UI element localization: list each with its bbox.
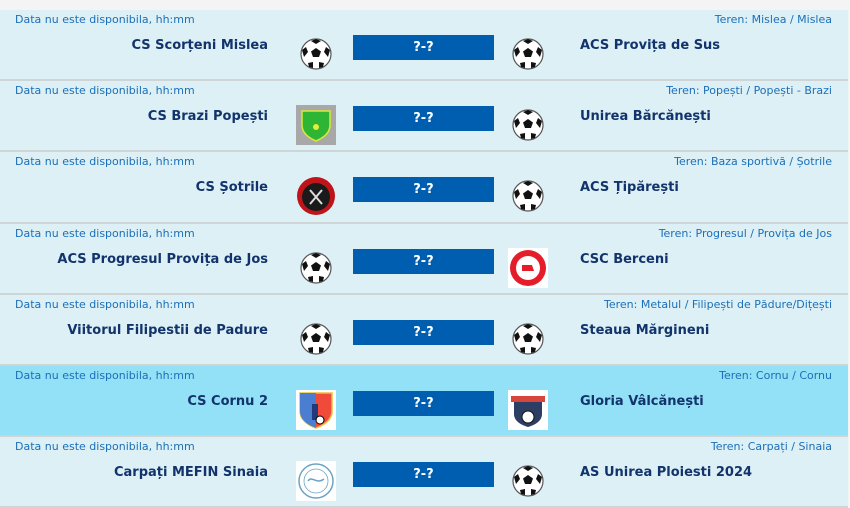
match-row[interactable]: Data nu este disponibila, hh:mm Teren: P…	[0, 81, 848, 153]
home-club-logo	[296, 105, 336, 146]
match-date: Data nu este disponibila, hh:mm	[15, 297, 195, 311]
score-button[interactable]: ?-?	[353, 35, 494, 60]
away-team[interactable]: CSC Berceni	[580, 251, 669, 267]
home-club-logo	[296, 176, 336, 216]
match-venue: Teren: Cornu / Cornu	[719, 368, 832, 382]
match-row[interactable]: Data nu este disponibila, hh:mm Teren: M…	[0, 294, 848, 366]
score-button[interactable]: ?-?	[353, 248, 494, 274]
away-ball-icon	[508, 34, 548, 74]
away-ball-icon	[508, 319, 548, 359]
match-venue: Teren: Mislea / Mislea	[714, 13, 832, 26]
away-ball-icon	[508, 176, 548, 216]
match-row[interactable]: Data nu este disponibila, hh:mm Teren: M…	[0, 10, 848, 82]
home-team[interactable]: CS Brazi Popești	[147, 109, 268, 125]
home-ball-icon	[296, 34, 336, 74]
match-row[interactable]: Data nu este disponibila, hh:mm Teren: C…	[0, 365, 848, 438]
score-button[interactable]: ?-?	[353, 390, 494, 416]
match-date: Data nu este disponibila, hh:mm	[15, 368, 195, 382]
score-button[interactable]: ?-?	[353, 177, 494, 203]
home-team[interactable]: Viitorul Filipestii de Padure	[67, 322, 268, 338]
match-date: Data nu este disponibila, hh:mm	[15, 155, 195, 169]
match-row[interactable]: Data nu este disponibila, hh:mm Teren: B…	[0, 152, 848, 224]
away-team[interactable]: ACS Țipărești	[580, 180, 679, 196]
match-date: Data nu este disponibila, hh:mm	[15, 440, 195, 454]
away-team[interactable]: Steaua Mărgineni	[580, 322, 710, 338]
match-venue: Teren: Metalul / Filipești de Pădure/Diț…	[603, 297, 832, 311]
home-club-logo	[296, 461, 336, 502]
match-venue: Teren: Baza sportivă / Șotrile	[674, 155, 832, 169]
away-team[interactable]: AS Unirea Ploiesti 2024	[580, 465, 753, 481]
away-club-logo	[508, 389, 548, 430]
away-club-logo	[508, 247, 548, 288]
match-row[interactable]: Data nu este disponibila, hh:mm Teren: C…	[0, 437, 848, 508]
away-team[interactable]: Gloria Vâlcănești	[580, 393, 704, 409]
match-date: Data nu este disponibila, hh:mm	[15, 13, 195, 26]
score-button[interactable]: ?-?	[353, 319, 494, 345]
score-button[interactable]: ?-?	[353, 106, 494, 132]
match-row[interactable]: Data nu este disponibila, hh:mm Teren: P…	[0, 223, 848, 295]
away-team[interactable]: ACS Provița de Sus	[580, 38, 721, 53]
top-bar	[0, 0, 850, 10]
home-club-logo	[296, 389, 336, 430]
away-ball-icon	[508, 461, 548, 501]
home-team[interactable]: ACS Progresul Provița de Jos	[57, 251, 268, 267]
home-team[interactable]: CS Scorțeni Mislea	[131, 38, 268, 53]
match-venue: Teren: Progresul / Provița de Jos	[658, 226, 832, 240]
match-venue: Teren: Popești / Popești - Brazi	[666, 84, 832, 98]
score-button[interactable]: ?-?	[353, 462, 494, 488]
match-list: Data nu este disponibila, hh:mm Teren: M…	[0, 10, 848, 508]
home-ball-icon	[296, 319, 336, 359]
match-venue: Teren: Carpați / Sinaia	[710, 440, 832, 454]
home-team[interactable]: CS Șotrile	[195, 180, 268, 196]
home-team[interactable]: Carpați MEFIN Sinaia	[113, 465, 268, 481]
away-team[interactable]: Unirea Bărcănești	[580, 109, 711, 125]
home-ball-icon	[296, 248, 336, 288]
home-team[interactable]: CS Cornu 2	[187, 393, 268, 409]
match-date: Data nu este disponibila, hh:mm	[15, 84, 195, 98]
match-date: Data nu este disponibila, hh:mm	[15, 226, 195, 240]
away-ball-icon	[508, 105, 548, 145]
